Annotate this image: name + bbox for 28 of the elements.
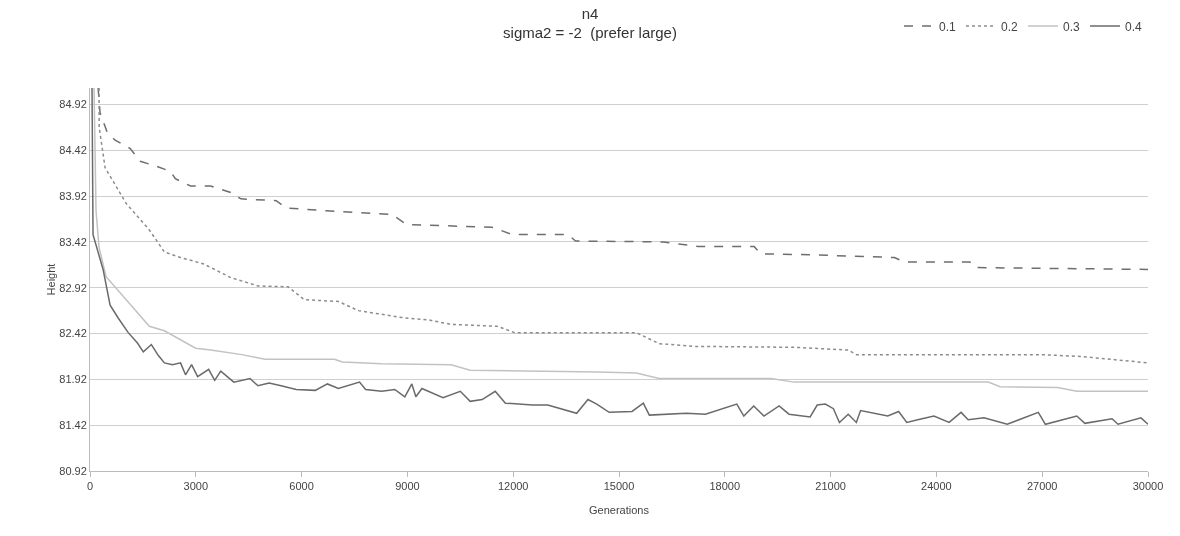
legend-label: 0.3 xyxy=(1063,19,1081,34)
x-tick-label: 0 xyxy=(86,480,94,493)
x-tick-label: 18000 xyxy=(709,480,741,493)
y-tick-label: 83.92 xyxy=(59,189,87,202)
y-tick-label: 83.42 xyxy=(59,235,87,248)
legend-label: 0.2 xyxy=(1001,19,1019,34)
y-tick-label: 81.42 xyxy=(59,419,87,432)
y-tick-label: 82.92 xyxy=(59,281,87,294)
legend-label: 0.4 xyxy=(1125,19,1143,34)
x-tick-label: 12000 xyxy=(497,480,529,493)
x-tick-label: 21000 xyxy=(815,480,846,493)
y-axis-title: Height xyxy=(45,263,58,296)
y-tick-label: 80.92 xyxy=(59,464,87,477)
x-tick-label: 15000 xyxy=(603,480,635,493)
y-tick-label: 84.92 xyxy=(59,98,87,111)
x-tick-label: 3000 xyxy=(183,480,209,493)
chart-title: n4 xyxy=(581,4,599,22)
x-tick-label: 9000 xyxy=(395,480,420,493)
x-tick-label: 24000 xyxy=(921,480,952,493)
y-tick-label: 82.42 xyxy=(59,327,87,340)
x-tick-label: 27000 xyxy=(1026,480,1058,493)
legend-label: 0.1 xyxy=(939,19,957,34)
y-tick-label: 84.42 xyxy=(59,144,87,157)
x-axis-title: Generations xyxy=(589,504,650,516)
chart-subtitle: sigma2 = -2 (prefer large) xyxy=(503,24,677,42)
x-tick-label: 30000 xyxy=(1132,480,1164,493)
x-tick-label: 6000 xyxy=(289,480,314,493)
y-tick-label: 81.92 xyxy=(59,373,87,386)
